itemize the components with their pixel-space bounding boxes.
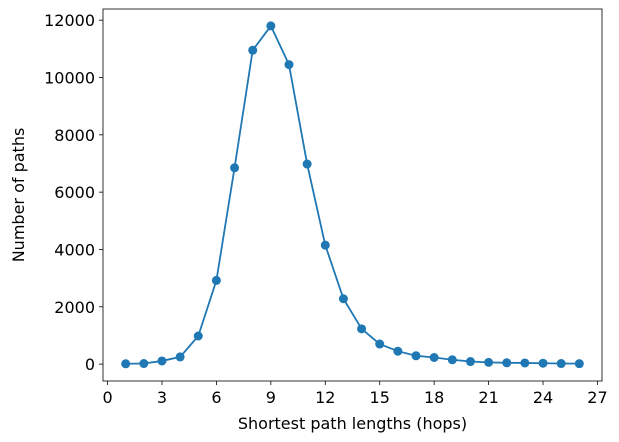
data-point (375, 339, 385, 349)
data-point (393, 346, 403, 356)
x-tick-label: 21 (478, 388, 498, 407)
data-point (447, 355, 457, 365)
y-tick-label: 12000 (44, 11, 95, 30)
data-point (520, 358, 530, 368)
data-point (574, 359, 584, 369)
data-point (484, 357, 494, 367)
axes-layer: 0 3 6 9 12 15 18 21 24 27 0 2000 4000 6000 8000 10000 12… (44, 11, 608, 407)
data-point (338, 294, 348, 304)
x-tick-label: 3 (157, 388, 167, 407)
y-tick-label: 6000 (54, 183, 95, 202)
x-tick-label: 15 (370, 388, 390, 407)
data-point (266, 21, 276, 31)
x-tick-label: 6 (211, 388, 221, 407)
data-point (357, 324, 367, 334)
y-tick-label: 4000 (54, 240, 95, 259)
y-tick-label: 10000 (44, 68, 95, 87)
plot-area (103, 9, 602, 381)
data-point (556, 359, 566, 369)
x-tick-label: 9 (266, 388, 276, 407)
x-axis-label: Shortest path lengths (hops) (238, 414, 467, 433)
data-point (502, 358, 512, 368)
data-point (538, 358, 548, 368)
data-point (284, 60, 294, 70)
x-tick-label: 24 (533, 388, 553, 407)
data-point (121, 359, 131, 369)
x-tick-label: 27 (587, 388, 607, 407)
y-tick-label: 0 (85, 355, 95, 374)
y-axis-label: Number of paths (9, 128, 28, 263)
data-point (248, 45, 258, 55)
y-tick-label: 2000 (54, 298, 95, 317)
data-point (411, 351, 421, 361)
x-tick-label: 18 (424, 388, 444, 407)
data-point (211, 275, 221, 285)
data-point (302, 159, 312, 169)
data-point (465, 357, 475, 367)
data-point (139, 359, 149, 369)
plot-frame (102, 8, 603, 382)
x-tick-label: 0 (102, 388, 112, 407)
data-point (230, 163, 240, 173)
data-point (429, 352, 439, 362)
data-point (157, 356, 167, 366)
data-point (193, 331, 203, 341)
data-point (320, 240, 330, 250)
x-tick-label: 12 (315, 388, 335, 407)
data-point (175, 352, 185, 362)
series-layer (121, 21, 584, 369)
y-tick-label: 8000 (54, 126, 95, 145)
